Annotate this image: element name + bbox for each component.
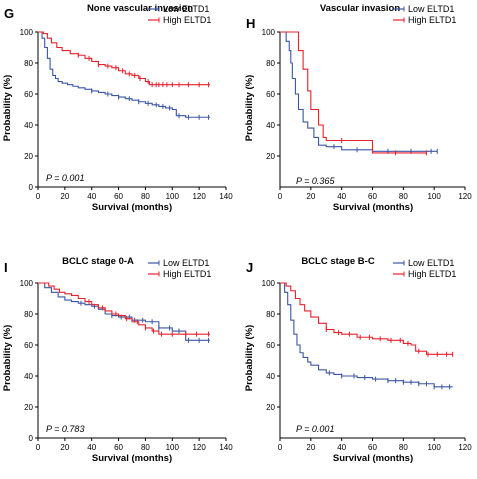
legend-label-high: High ELTD1 [163, 15, 211, 25]
y-axis-title: Probability (%) [2, 325, 13, 392]
panel-letter: G [4, 6, 14, 21]
y-tick-label: 100 [262, 279, 276, 288]
panel-i: I BCLC stage 0-A 0 20 40 60 80 100 120 140 0 20 40 60… [2, 256, 233, 464]
legend-label-high: High ELTD1 [408, 269, 456, 279]
survival-curve-low [38, 31, 210, 118]
x-tick-label: 0 [36, 443, 41, 452]
x-tick-label: 140 [219, 192, 233, 201]
p-value: P = 0.783 [46, 424, 84, 434]
x-tick-label: 0 [278, 443, 283, 452]
panel-j: J BCLC stage B-C 0 20 40 60 80 100 120 20 40 60 80 10… [244, 256, 472, 464]
x-tick-label: 20 [60, 443, 69, 452]
y-tick-label: 60 [24, 341, 33, 350]
y-tick-label: 100 [20, 28, 34, 37]
x-tick-label: 120 [458, 443, 472, 452]
survival-curve-low [38, 282, 210, 341]
legend-label-low: Low ELTD1 [408, 4, 454, 14]
panel-letter: H [246, 16, 255, 31]
panel-title: Vascular invasion [320, 3, 400, 14]
y-axis-title: Probability (%) [2, 75, 13, 142]
y-axis-title: Probability (%) [244, 325, 255, 392]
x-tick-label: 0 [278, 192, 283, 201]
y-tick-label: 20 [24, 403, 33, 412]
panel-g: G None vascular invasion 0 20 40 60 80 100 120 14… [2, 3, 233, 213]
y-tick-label: 20 [24, 152, 33, 161]
x-tick-label: 20 [306, 443, 315, 452]
y-tick-label: 80 [266, 310, 275, 319]
survival-curve-high [38, 31, 210, 86]
p-value: P = 0.365 [296, 176, 335, 186]
y-tick-label: 40 [266, 372, 275, 381]
legend-label-high: High ELTD1 [408, 15, 456, 25]
y-tick-label: 60 [266, 341, 275, 350]
x-tick-label: 20 [60, 192, 69, 201]
x-tick-label: 100 [166, 192, 180, 201]
x-axis-title: Survival (months) [333, 453, 413, 464]
x-tick-label: 100 [427, 443, 441, 452]
y-tick-label: 100 [262, 28, 276, 37]
y-tick-label: 100 [20, 279, 34, 288]
survival-curve-low [280, 282, 453, 388]
y-tick-label: 80 [24, 310, 33, 319]
legend-label-high: High ELTD1 [163, 269, 211, 279]
y-axis-title: Probability (%) [244, 75, 255, 142]
p-value: P = 0.001 [46, 173, 84, 183]
x-tick-label: 40 [87, 443, 96, 452]
y-tick-label: 20 [266, 403, 275, 412]
x-tick-label: 20 [306, 192, 315, 201]
survival-curve-high [38, 282, 210, 335]
panel-title: None vascular invasion [87, 3, 193, 14]
panel-letter: I [4, 260, 8, 275]
panel-h: H Vascular invasion 0 20 40 60 80 100 120 20 40 60 8… [244, 3, 472, 213]
x-axis-title: Survival (months) [92, 453, 172, 464]
y-tick-label: 0 [29, 183, 34, 192]
survival-curve-low [280, 31, 438, 152]
p-value: P = 0.001 [296, 424, 334, 434]
x-tick-label: 60 [368, 443, 377, 452]
y-tick-label: 80 [24, 59, 33, 68]
x-tick-label: 120 [192, 443, 206, 452]
x-tick-label: 60 [114, 443, 123, 452]
x-tick-label: 120 [458, 192, 472, 201]
x-tick-label: 80 [399, 192, 408, 201]
y-tick-label: 40 [266, 121, 275, 130]
y-tick-label: 20 [266, 152, 275, 161]
x-tick-label: 140 [219, 443, 233, 452]
x-tick-label: 0 [36, 192, 41, 201]
y-tick-label: 80 [266, 59, 275, 68]
x-tick-label: 60 [368, 192, 377, 201]
y-tick-label: 60 [266, 90, 275, 99]
y-tick-label: 60 [24, 90, 33, 99]
legend-label-low: Low ELTD1 [163, 4, 209, 14]
y-tick-label: 40 [24, 372, 33, 381]
panel-title: BCLC stage B-C [301, 256, 375, 267]
x-tick-label: 100 [427, 192, 441, 201]
legend-label-low: Low ELTD1 [163, 258, 209, 268]
panel-title: BCLC stage 0-A [62, 256, 134, 267]
x-axis-title: Survival (months) [333, 202, 413, 213]
panel-letter: J [246, 260, 253, 275]
x-tick-label: 80 [141, 192, 150, 201]
x-tick-label: 60 [114, 192, 123, 201]
x-axis-title: Survival (months) [92, 202, 172, 213]
y-tick-label: 0 [29, 434, 34, 443]
x-tick-label: 80 [399, 443, 408, 452]
legend-label-low: Low ELTD1 [408, 258, 454, 268]
x-tick-label: 120 [192, 192, 206, 201]
survival-curve-high [280, 31, 427, 154]
survival-curve-high [280, 282, 453, 355]
x-tick-label: 40 [337, 443, 346, 452]
x-tick-label: 40 [87, 192, 96, 201]
x-tick-label: 40 [337, 192, 346, 201]
x-tick-label: 80 [141, 443, 150, 452]
y-tick-label: 40 [24, 121, 33, 130]
x-tick-label: 100 [166, 443, 180, 452]
